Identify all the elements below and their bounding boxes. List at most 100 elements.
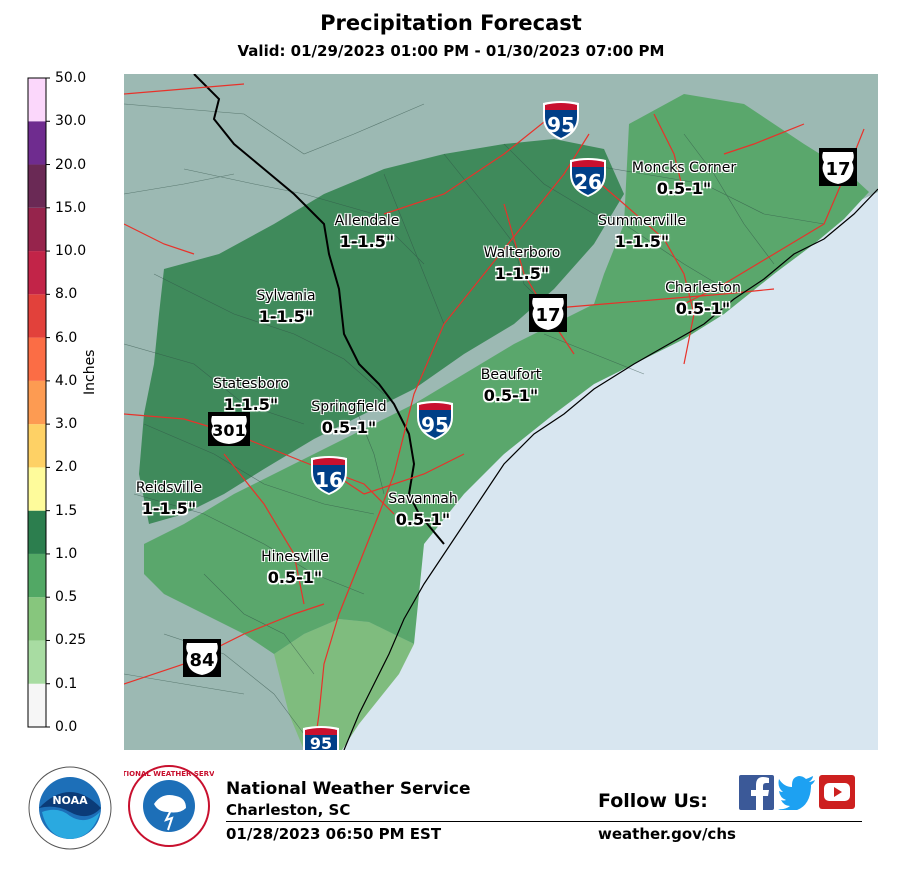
city-label: Charleston: [665, 280, 741, 296]
light-green-area: [274, 619, 414, 750]
coastline: [343, 188, 878, 750]
rainfall-amount-label: 0.5-1": [483, 386, 539, 405]
city-label: Reidsville: [135, 480, 203, 496]
rainfall-amount-label: 0.5-1": [321, 418, 377, 437]
rainfall-amount-label: 0.5-1": [395, 510, 451, 529]
legend-swatch: [28, 251, 46, 295]
rainfall-amount-label: 1-1.5": [258, 307, 314, 326]
legend-swatch: [28, 510, 46, 554]
legend-swatch: [28, 683, 46, 727]
rainfall-amount-label: 1-1.5": [614, 232, 670, 251]
us-84-shield: 84: [183, 639, 221, 677]
map-title: Precipitation Forecast: [320, 11, 582, 35]
legend-swatch: [28, 553, 46, 598]
legend-units-label: Inches: [82, 349, 98, 395]
city-label: Moncks Corner: [631, 160, 737, 176]
legend-swatch: [28, 467, 46, 511]
youtube-icon[interactable]: [819, 775, 855, 809]
legend-tick-label: 0.0: [55, 719, 78, 735]
svg-text:NATIONAL WEATHER SERVICE: NATIONAL WEATHER SERVICE: [124, 770, 214, 778]
city-label: Walterboro: [483, 245, 561, 261]
footer-divider: [226, 821, 862, 822]
us-17-shield-ne: 17: [819, 148, 857, 186]
rainfall-amount-label: 0.5-1": [267, 568, 323, 587]
color-legend: 0.0 0.1 0.25 0.5 1.0 1.5 2.0 3.0 4.0 6.0 8.0 10.0 15…: [0, 0, 120, 750]
legend-tick-label: 6.0: [55, 329, 78, 346]
svg-text:301: 301: [212, 421, 245, 440]
city-label: Statesboro: [213, 376, 289, 392]
svg-text:84: 84: [189, 650, 214, 671]
legend-tick-label: 15.0: [55, 199, 87, 216]
county-lines: [124, 103, 825, 735]
legend-tick-label: 0.5: [55, 589, 78, 606]
city-label: Springfield: [311, 399, 387, 415]
issued-time: 01/28/2023 06:50 PM EST: [226, 825, 442, 843]
legend-colorbar: [27, 77, 50, 728]
legend-tick-label: 0.1: [55, 675, 78, 692]
legend-tick-label: 3.0: [55, 416, 78, 433]
legend-swatch: [28, 640, 46, 684]
legend-swatch: [28, 78, 46, 122]
svg-text:16: 16: [315, 468, 343, 492]
legend-tick-label: 4.0: [55, 372, 78, 389]
us-17-shield-mid: 17: [529, 294, 567, 332]
svg-text:NOAA: NOAA: [52, 794, 88, 807]
legend-swatch: [28, 597, 46, 641]
legend-swatch: [28, 121, 46, 165]
svg-text:95: 95: [547, 113, 575, 137]
map-canvas: [124, 74, 878, 750]
legend-tick-label: 0.25: [55, 632, 87, 649]
road-network: [124, 83, 865, 750]
nws-logo: NATIONAL WEATHER SERVICE: [124, 765, 214, 847]
legend-tick-label: 50.0: [55, 70, 87, 86]
follow-us-label: Follow Us:: [598, 790, 708, 812]
legend-swatch: [28, 337, 46, 381]
rainfall-amount-label: 1-1.5": [339, 232, 395, 251]
noaa-logo: NOAA: [28, 766, 112, 850]
city-label: Beaufort: [480, 367, 542, 383]
website-link[interactable]: weather.gov/chs: [598, 825, 736, 843]
rainfall-amount-label: 1-1.5": [223, 395, 279, 414]
legend-swatch: [28, 294, 46, 338]
legend-tick-label: 1.0: [55, 545, 78, 562]
state-line: [193, 74, 445, 545]
footer-organization: National Weather Service: [226, 779, 471, 799]
interstate-16-shield: 16: [311, 456, 347, 495]
mid-green-area: [144, 94, 869, 654]
legend-frame: [27, 77, 47, 728]
legend-swatch: [28, 424, 46, 468]
legend-tick-label: 30.0: [55, 113, 87, 130]
city-label: Savannah: [388, 491, 458, 507]
interstate-95-shield-mid: 95: [417, 401, 453, 440]
interstate-95-shield-bottom: 95: [303, 726, 339, 750]
city-label: Sylvania: [256, 288, 316, 304]
svg-text:17: 17: [825, 159, 850, 180]
legend-tick-label: 20.0: [55, 156, 87, 173]
legend-swatch: [28, 164, 46, 208]
us-301-shield: 301: [208, 412, 250, 446]
legend-swatch: [28, 380, 46, 425]
footer-office: Charleston, SC: [226, 801, 351, 819]
legend-swatch: [28, 207, 46, 252]
twitter-icon[interactable]: [777, 775, 817, 810]
svg-text:95: 95: [310, 734, 332, 750]
city-label: Allendale: [334, 213, 400, 229]
legend-tick-label: 10.0: [55, 243, 87, 260]
dark-green-area: [139, 139, 624, 524]
city-label: Summerville: [598, 213, 686, 229]
valid-period: Valid: 01/29/2023 01:00 PM - 01/30/2023 …: [237, 42, 665, 60]
legend-tick-label: 2.0: [55, 459, 78, 476]
interstate-26-shield: 26: [570, 158, 606, 197]
svg-text:26: 26: [574, 170, 602, 194]
svg-text:95: 95: [421, 413, 449, 437]
interstate-95-shield-top: 95: [543, 101, 579, 140]
rainfall-amount-label: 1-1.5": [494, 264, 550, 283]
rainfall-amount-label: 0.5-1": [656, 179, 712, 198]
facebook-icon[interactable]: [739, 775, 774, 810]
svg-text:17: 17: [535, 305, 560, 326]
rainfall-amount-label: 0.5-1": [675, 299, 731, 318]
legend-tick-label: 8.0: [55, 286, 78, 303]
precipitation-map: Allendale 1-1.5" Sylvania 1-1.5" Statesboro 1…: [124, 74, 878, 750]
legend-tick-label: 1.5: [55, 502, 78, 519]
city-label: Hinesville: [261, 549, 329, 565]
